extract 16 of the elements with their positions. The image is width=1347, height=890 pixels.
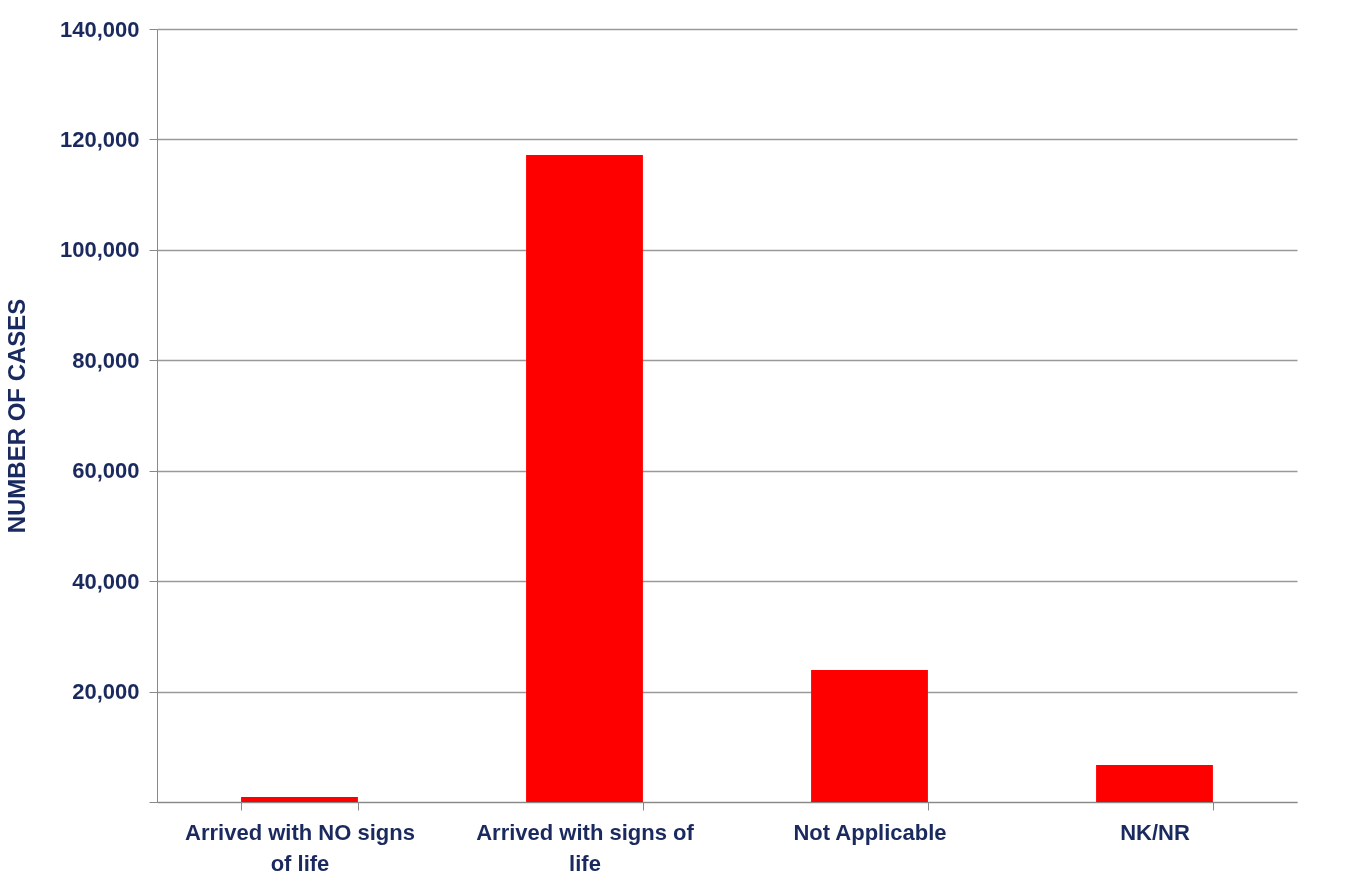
y-tick-label: 100,000 xyxy=(59,237,140,263)
y-tick-label: 120,000 xyxy=(59,126,140,152)
bar xyxy=(526,154,643,802)
x-tick-label: NK/NR xyxy=(1120,819,1190,845)
y-tick-label: 40,000 xyxy=(72,568,140,594)
y-tick-label: 140,000 xyxy=(59,16,140,42)
bar xyxy=(1096,765,1213,802)
bar xyxy=(241,797,358,802)
y-axis-title: NUMBER OF CASES xyxy=(2,298,30,534)
bar xyxy=(811,670,928,802)
x-tick-label: Arrived with NO signs of life xyxy=(185,819,415,876)
y-tick-label: 20,000 xyxy=(72,679,140,705)
x-tick-label: Arrived with signs of life xyxy=(476,819,695,876)
x-tick-label: Not Applicable xyxy=(793,819,947,845)
y-tick-label: 80,000 xyxy=(72,347,140,373)
y-tick-label: 60,000 xyxy=(72,458,140,484)
